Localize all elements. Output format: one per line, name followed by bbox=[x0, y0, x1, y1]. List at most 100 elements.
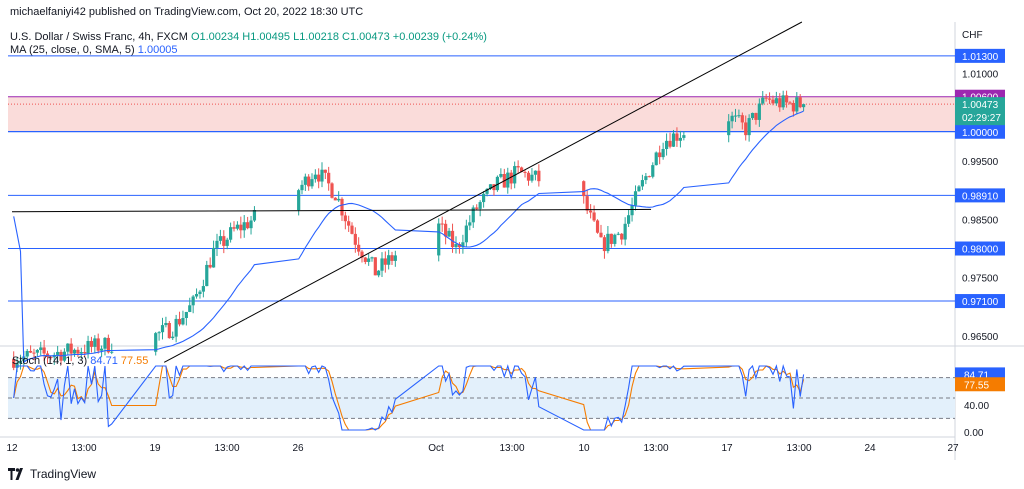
candle bbox=[232, 221, 236, 232]
candle bbox=[737, 109, 741, 118]
candle bbox=[49, 355, 53, 360]
candle bbox=[454, 236, 458, 254]
candle-body bbox=[651, 165, 655, 177]
candle bbox=[613, 233, 617, 247]
level-badge-bg bbox=[955, 241, 1005, 256]
candle-body bbox=[530, 174, 534, 181]
countdown-label: 02:29:27 bbox=[962, 113, 1001, 124]
candle bbox=[595, 219, 600, 234]
candle bbox=[56, 345, 60, 363]
candle-body bbox=[96, 338, 100, 351]
candle bbox=[609, 233, 613, 248]
candle bbox=[154, 331, 158, 356]
candle-body bbox=[330, 183, 334, 198]
candle-body bbox=[242, 222, 246, 231]
candle-body bbox=[627, 215, 631, 224]
candle-body bbox=[333, 197, 337, 201]
time-tick-label: 13:00 bbox=[643, 443, 668, 454]
candle bbox=[164, 316, 168, 328]
candle-body bbox=[791, 102, 795, 112]
candle bbox=[533, 170, 537, 181]
candle-body bbox=[630, 205, 634, 216]
candle-body bbox=[367, 258, 371, 262]
candle bbox=[205, 260, 209, 287]
currency-label: CHF bbox=[962, 30, 983, 41]
candle-body bbox=[167, 323, 171, 339]
candle bbox=[754, 112, 758, 125]
candle bbox=[198, 289, 202, 299]
candle bbox=[658, 145, 662, 165]
candle-body bbox=[499, 173, 503, 177]
candle bbox=[18, 354, 23, 370]
candle-body bbox=[390, 255, 394, 261]
candle-body bbox=[495, 176, 500, 191]
candle bbox=[211, 240, 216, 268]
level-badge-label: 0.97100 bbox=[962, 297, 999, 308]
candle bbox=[627, 209, 631, 227]
candle bbox=[383, 251, 387, 273]
candle bbox=[225, 237, 229, 250]
candle-body bbox=[110, 351, 114, 353]
candle-body bbox=[35, 349, 39, 353]
candle bbox=[323, 169, 327, 180]
candle bbox=[475, 204, 479, 211]
stoch-legend: Stoch (14, 1, 3) 84.71 77.55 bbox=[12, 355, 148, 367]
candle-body bbox=[757, 103, 761, 120]
time-tick-label: 27 bbox=[947, 443, 959, 454]
candle bbox=[242, 215, 246, 238]
price-tick-label: 0.97500 bbox=[962, 274, 999, 285]
stoch-d-line bbox=[13, 365, 805, 431]
candle-body bbox=[89, 340, 94, 347]
level-badge-bg bbox=[955, 188, 1005, 203]
candle-body bbox=[658, 152, 662, 158]
footer-brand[interactable]: TradingView bbox=[8, 467, 96, 481]
candle bbox=[35, 348, 39, 357]
candle bbox=[39, 341, 43, 356]
candle bbox=[218, 229, 222, 245]
candle-body bbox=[774, 98, 778, 104]
candle-body bbox=[623, 223, 627, 240]
time-tick-label: 19 bbox=[149, 443, 161, 454]
candle bbox=[440, 216, 444, 232]
candle-body bbox=[211, 247, 216, 268]
candle-body bbox=[79, 352, 83, 354]
candle bbox=[757, 98, 761, 127]
candle bbox=[747, 114, 751, 142]
price-tick-label: 0.98500 bbox=[962, 215, 999, 226]
level-badge: 0.98000 bbox=[955, 241, 1005, 256]
candle-body bbox=[25, 350, 29, 357]
current-price-badge bbox=[955, 97, 1005, 126]
candle-body bbox=[523, 171, 527, 173]
candle-body bbox=[370, 257, 374, 259]
candle bbox=[239, 216, 243, 239]
time-tick-label: 12 bbox=[6, 443, 18, 454]
candle bbox=[363, 256, 367, 265]
candle-body bbox=[671, 133, 676, 147]
candle-body bbox=[191, 296, 195, 306]
footer-brand-label: TradingView bbox=[30, 467, 97, 481]
candle bbox=[791, 100, 795, 117]
candle-body bbox=[609, 233, 613, 244]
candle-body bbox=[444, 223, 448, 237]
candle bbox=[367, 253, 371, 266]
time-tick-label: 13:00 bbox=[786, 443, 811, 454]
candle bbox=[76, 346, 80, 358]
level-badge-bg bbox=[955, 124, 1005, 139]
candle-body bbox=[377, 270, 381, 276]
symbol-title: U.S. Dollar / Swiss Franc, 4h, FXCM bbox=[10, 31, 188, 43]
candle-body bbox=[235, 224, 240, 229]
candle bbox=[661, 142, 665, 160]
current-price-label: 1.00473 bbox=[962, 100, 999, 111]
candle bbox=[727, 114, 731, 143]
candle-body bbox=[357, 244, 361, 252]
candle bbox=[246, 216, 250, 230]
candle bbox=[798, 94, 802, 109]
candle-body bbox=[373, 257, 377, 276]
candle bbox=[781, 90, 785, 110]
stoch-label: Stoch (14, 1, 3) bbox=[12, 355, 88, 367]
candle bbox=[235, 221, 240, 231]
candle bbox=[110, 343, 114, 355]
level-badge: 1.00000 bbox=[955, 124, 1005, 139]
candle-body bbox=[644, 176, 648, 181]
